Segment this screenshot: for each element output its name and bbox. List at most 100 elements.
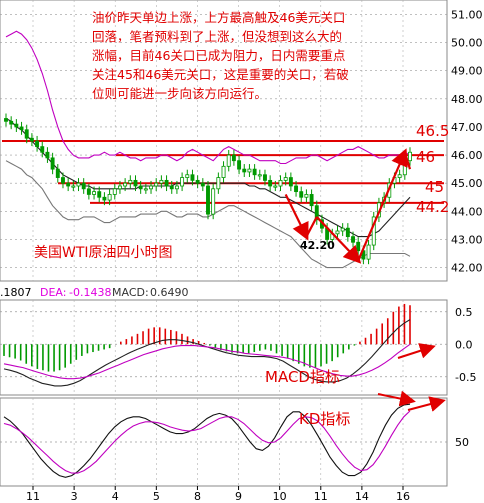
candle-body [102, 196, 107, 201]
commentary-line: 油价昨天单边上涨，上方最高触及46美元关口 [92, 10, 345, 25]
candle-body [86, 188, 91, 195]
candle-body [133, 179, 138, 187]
candle-body [61, 177, 65, 184]
x-tick-label: 10 [273, 490, 287, 503]
price-y-axis: 42.00 43.00 44.00 45.00 46.00 47.00 48.00 49.00… [451, 8, 483, 274]
pullback-line [403, 151, 412, 170]
kd-arrow [377, 390, 446, 412]
x-tick-label: 11 [26, 490, 40, 503]
price-tick-label: 44.00 [451, 205, 483, 218]
macd-value: 0.6490 [150, 286, 189, 299]
kd-arrow-2 [407, 396, 446, 412]
candle-body [257, 174, 262, 177]
macd-grid [0, 300, 447, 395]
commentary-line: 关注45和46美元关口，这是重要的关口，若破 [92, 67, 349, 82]
candle-body [402, 160, 407, 176]
x-tick-label: 16 [396, 490, 410, 503]
candle-body [97, 191, 102, 198]
candle-body [211, 188, 216, 215]
k-line [3, 403, 411, 478]
macd-dea-line [3, 343, 411, 380]
candle-body [268, 179, 273, 187]
price-tick-label: 51.00 [451, 8, 483, 21]
kd-indicator-label: KD指标 [299, 410, 350, 428]
candle-body [408, 151, 412, 162]
x-tick-label: 3 [71, 490, 78, 503]
upper-band-line [5, 30, 411, 165]
candle-body [154, 182, 159, 187]
price-tick-label: 42.00 [451, 262, 483, 275]
candle-body [128, 179, 133, 184]
candle-body [231, 154, 236, 162]
macd-y-axis: 0.5 0.0 -0.5 [455, 306, 476, 384]
candle-body [19, 126, 24, 131]
candle-body [351, 236, 355, 243]
candle-body [366, 244, 371, 260]
level-label: 44.2 [416, 198, 449, 216]
candle-body [92, 191, 97, 195]
low-annotation: 42.20 [300, 239, 335, 252]
macd-label: MACD: [112, 286, 149, 299]
candle-body [221, 165, 226, 178]
down-arrow-1 [284, 193, 309, 241]
candle-body [314, 205, 319, 221]
candle-body [200, 182, 205, 187]
candle-body [14, 123, 19, 128]
dea-value: -0.1438 [69, 286, 111, 299]
candle-body [226, 154, 231, 167]
macd-lines [3, 319, 411, 387]
x-axis: 11 3 4 5 8 9 10 11 14 16 [26, 486, 410, 503]
candle-body [55, 168, 60, 178]
macd-indicator-label: MACD指标 [265, 368, 340, 386]
candle-body [335, 230, 340, 235]
candle-body [174, 185, 179, 190]
d-line [3, 410, 411, 474]
level-label: 45 [425, 178, 444, 196]
candle-body [309, 194, 314, 207]
kd-y-axis: 50 [455, 436, 469, 449]
price-tick-label: 49.00 [451, 65, 483, 78]
candle-body [107, 194, 112, 201]
x-tick-label: 14 [355, 490, 369, 503]
candle-body [263, 174, 267, 181]
candle-body [164, 179, 169, 187]
candle-body [149, 185, 153, 190]
price-tick-label: 47.00 [451, 121, 483, 134]
candle-body [345, 227, 350, 238]
candle-body [159, 179, 164, 184]
chart-title: 美国WTI原油四小时图 [34, 245, 173, 261]
candle-body [299, 191, 304, 198]
macd-tick-label: 0.0 [455, 338, 473, 351]
candle-body [190, 174, 195, 181]
price-tick-label: 45.00 [451, 177, 483, 190]
candle-body [40, 146, 45, 153]
macd-up-arrow [397, 343, 436, 359]
candle-body [112, 188, 117, 195]
candle-body [45, 151, 50, 159]
macd-header: .1807 DEA: -0.1438 MACD: 0.6490 [0, 286, 189, 299]
x-tick-label: 5 [153, 490, 160, 503]
level-label: 46.5 [416, 122, 449, 140]
x-tick-label: 11 [314, 490, 328, 503]
kd-tick-label: 50 [455, 436, 469, 449]
candle-body [356, 241, 361, 252]
candle-body [247, 168, 252, 173]
up-arrow [357, 148, 408, 261]
kd-panel-frame [0, 397, 448, 487]
level-labels: 46.5 46 45 44.2 [416, 122, 449, 216]
candle-body [169, 185, 174, 190]
candle-body [180, 177, 185, 187]
price-tick-label: 48.00 [451, 93, 483, 106]
candle-body [294, 185, 299, 193]
candle-body [242, 168, 247, 173]
commentary-line: 涨幅，目前46关口已成为阻力，日内需要重点 [92, 48, 345, 63]
level-label: 46 [416, 148, 435, 166]
candle-body [304, 194, 309, 198]
candle-body [24, 129, 29, 139]
candle-body [288, 177, 293, 187]
candle-body [9, 120, 14, 125]
candle-body [117, 185, 122, 190]
macd-tick-label: 0.5 [455, 306, 473, 319]
candles [4, 113, 412, 265]
candle-body [76, 182, 81, 187]
